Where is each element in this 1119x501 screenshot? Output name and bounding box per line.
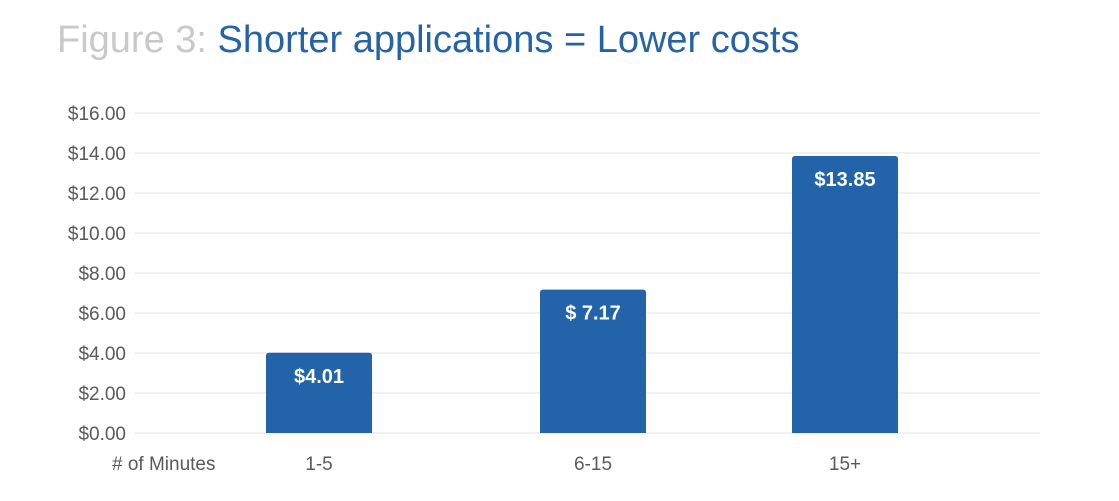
y-axis-ticks: $0.00 $2.00 $4.00 $6.00 $8.00 $10.00 $12.00 $14… [68,104,126,445]
x-axis-label: # of Minutes [112,454,216,475]
y-tick-label: $0.00 [78,424,126,445]
y-tick-label: $16.00 [68,104,126,125]
bar-data-label: $ 7.17 [565,303,621,325]
x-category-label: 6-15 [574,454,612,475]
data-labels: $4.01 $ 7.17 $13.85 [294,169,876,388]
bar [266,352,372,433]
x-axis-categories: 1-5 6-15 15+ [305,454,861,475]
x-category-label: 1-5 [305,454,332,475]
y-tick-label: $12.00 [68,184,126,205]
bar-data-label: $13.85 [814,169,875,191]
chart-title-text: Shorter applications = Lower costs [217,19,800,61]
bar-data-label: $4.01 [294,366,344,388]
y-tick-label: $14.00 [68,144,126,165]
y-tick-label: $2.00 [78,384,126,405]
y-tick-label: $8.00 [78,264,126,285]
y-tick-label: $10.00 [68,224,126,245]
figure-number: Figure 3: [57,19,207,61]
bars [266,156,898,433]
bar [540,289,646,433]
x-category-label: 15+ [829,454,861,475]
y-tick-label: $6.00 [78,304,126,325]
y-tick-label: $4.00 [78,344,126,365]
bar [792,156,898,433]
chart-title: Figure 3: Shorter applications = Lower c… [57,16,799,64]
